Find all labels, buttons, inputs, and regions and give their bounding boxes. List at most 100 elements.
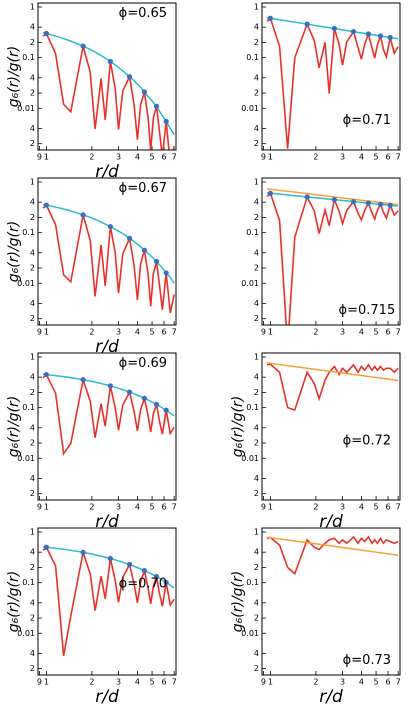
peak-dot: [387, 202, 393, 208]
y-axis-label: g₆(r)/g(r): [6, 571, 22, 632]
y-tick-label: 0.01: [241, 629, 259, 638]
phi-annotation: ϕ=0.73: [343, 653, 391, 668]
data-curve: [42, 373, 175, 456]
y-tick-label: 4: [30, 73, 35, 82]
x-tick-label: 1: [44, 328, 49, 337]
y-tick-label: 0.1: [22, 578, 35, 587]
x-tick-label: 2: [313, 503, 318, 512]
frame: [37, 2, 177, 151]
peak-dot: [365, 31, 372, 37]
x-tick-label: 5: [374, 503, 379, 512]
y-tick-label: 2: [30, 213, 35, 222]
x-tick-label: 7: [172, 153, 177, 162]
x-tick-label: 5: [150, 328, 155, 337]
x-tick-label: 6: [161, 678, 166, 687]
x-tick-label: 9: [37, 328, 42, 337]
peak-dot: [141, 567, 148, 574]
peak-dot: [107, 58, 113, 65]
y-tick-label: 4: [254, 299, 259, 308]
y-tick-label: 4: [254, 73, 259, 82]
x-tick-label: 1: [44, 153, 49, 162]
x-tick-label: 7: [396, 503, 401, 512]
peak-dot: [43, 371, 49, 378]
x-tick-label: 5: [374, 678, 379, 687]
y-tick-label: 4: [30, 124, 35, 133]
y-tick-label: 0.01: [17, 279, 35, 288]
y-tick-label: 2: [254, 213, 259, 222]
x-tick-label: 3: [116, 678, 121, 687]
peak-dot: [153, 258, 160, 265]
y-tick-label: 2: [30, 314, 35, 323]
peak-dot: [163, 407, 169, 413]
frame: [37, 177, 177, 326]
x-axis-label: r/d: [95, 337, 119, 357]
peak-dot: [153, 401, 160, 407]
peak-dot: [377, 33, 384, 39]
y-tick-label: 2: [254, 439, 259, 448]
x-tick-label: 6: [385, 328, 390, 337]
y-tick-label: 0.01: [241, 454, 259, 463]
data-curve: [266, 363, 399, 411]
x-tick-label: 2: [89, 328, 94, 337]
y-tick-label: 4: [254, 423, 259, 432]
y-tick-label: 0.1: [246, 53, 259, 62]
frame: [37, 527, 177, 676]
y-tick-label: 4: [254, 124, 259, 133]
y-tick-label: 2: [254, 139, 259, 148]
x-tick-label: 7: [396, 328, 401, 337]
peak-dot: [350, 199, 357, 205]
phi-annotation: ϕ=0.72: [343, 434, 391, 449]
x-tick-label: 6: [161, 153, 166, 162]
x-tick-label: 2: [89, 678, 94, 687]
phi-annotation: ϕ=0.65: [119, 6, 167, 21]
x-tick-label: 4: [135, 153, 140, 162]
x-tick-label: 2: [313, 678, 318, 687]
x-tick-label: 1: [268, 328, 273, 337]
peak-dot: [163, 579, 169, 586]
y-tick-label: 1: [254, 3, 259, 12]
y-tick-label: 2: [254, 264, 259, 273]
x-tick-label: 6: [385, 503, 390, 512]
peak-dot: [267, 15, 273, 21]
y-axis-label: g₆(r)/g(r): [230, 396, 246, 457]
peak-dot: [153, 573, 160, 580]
peak-dot: [153, 103, 160, 109]
y-tick-label: 4: [30, 23, 35, 32]
x-tick-label: 3: [116, 503, 121, 512]
peak-dot: [141, 247, 148, 253]
y-tick-label: 1: [254, 178, 259, 187]
x-tick-label: 9: [261, 153, 266, 162]
peak-dot: [163, 118, 169, 125]
x-tick-label: 4: [359, 153, 364, 162]
y-tick-label: 4: [30, 548, 35, 557]
y-tick-label: 0.01: [241, 279, 259, 288]
x-tick-label: 9: [37, 678, 42, 687]
y-tick-label: 4: [254, 474, 259, 483]
y-tick-label: 2: [30, 38, 35, 47]
y-tick-label: 0.1: [22, 403, 35, 412]
x-tick-label: 9: [261, 328, 266, 337]
x-axis-label: r/d: [95, 162, 119, 182]
y-tick-label: 0.1: [246, 228, 259, 237]
frame: [261, 352, 401, 501]
peak-dot: [126, 561, 133, 568]
x-tick-label: 5: [374, 328, 379, 337]
peak-dot: [267, 190, 273, 196]
peak-dot: [43, 30, 49, 37]
data-curve: [266, 535, 399, 576]
y-tick-label: 4: [30, 198, 35, 207]
peak-dot: [331, 197, 337, 203]
x-tick-label: 5: [150, 678, 155, 687]
envelope-line: [266, 536, 399, 556]
frame: [261, 2, 401, 151]
y-tick-label: 2: [30, 264, 35, 273]
x-tick-label: 3: [116, 153, 121, 162]
x-tick-label: 1: [268, 153, 273, 162]
peak-dot: [126, 74, 133, 80]
